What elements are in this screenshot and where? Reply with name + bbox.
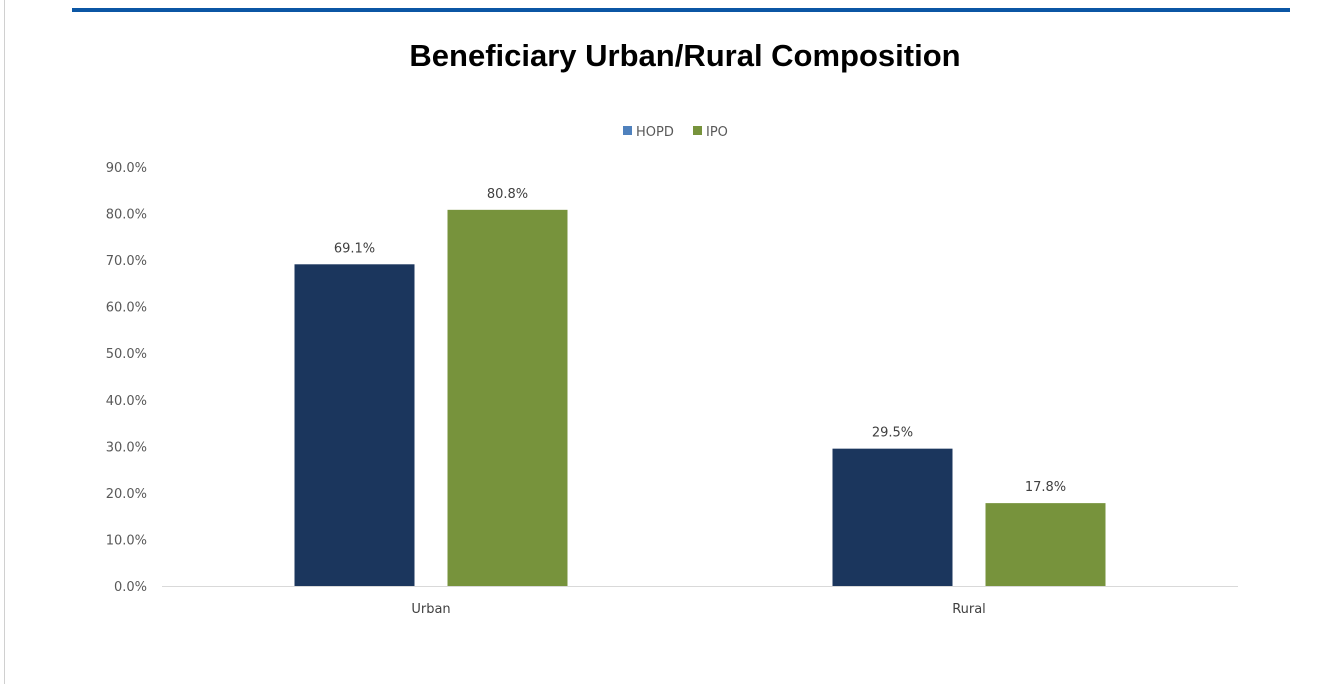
bars: 69.1% 80.8% 29.5% 17.8% <box>294 187 1106 586</box>
y-axis: 0.0% 10.0% 20.0% 30.0% 40.0% 50.0% 60.0% 70.0% 8… <box>106 161 147 595</box>
y-tick-label: 90.0% <box>106 161 147 176</box>
y-tick-label: 40.0% <box>106 394 147 409</box>
y-tick-label: 20.0% <box>106 487 147 502</box>
y-tick-label: 0.0% <box>114 580 147 595</box>
data-label: 17.8% <box>1025 480 1066 495</box>
legend-swatch-hopd <box>623 126 632 135</box>
bar-ipo-urban <box>447 209 568 586</box>
header-accent-bar <box>72 8 1290 12</box>
legend-swatch-ipo <box>693 126 702 135</box>
y-tick-label: 70.0% <box>106 254 147 269</box>
bar-ipo-rural <box>985 503 1106 586</box>
legend: HOPD IPO <box>623 125 728 140</box>
y-tick-label: 80.0% <box>106 208 147 223</box>
legend-label: HOPD <box>636 125 674 140</box>
x-tick-label: Rural <box>952 602 986 617</box>
y-tick-label: 10.0% <box>106 533 147 548</box>
y-tick-label: 30.0% <box>106 440 147 455</box>
page-left-border <box>4 0 5 684</box>
y-tick-label: 60.0% <box>106 301 147 316</box>
data-label: 29.5% <box>872 426 913 441</box>
legend-label: IPO <box>706 125 728 140</box>
y-tick-label: 50.0% <box>106 347 147 362</box>
data-label: 80.8% <box>487 187 528 202</box>
x-tick-label: Urban <box>411 602 450 617</box>
data-label: 69.1% <box>334 241 375 256</box>
bar-hopd-urban <box>294 264 415 586</box>
bar-hopd-rural <box>832 448 953 586</box>
chart-title: Beneficiary Urban/Rural Composition <box>409 38 960 73</box>
x-axis: Urban Rural <box>162 586 1238 617</box>
